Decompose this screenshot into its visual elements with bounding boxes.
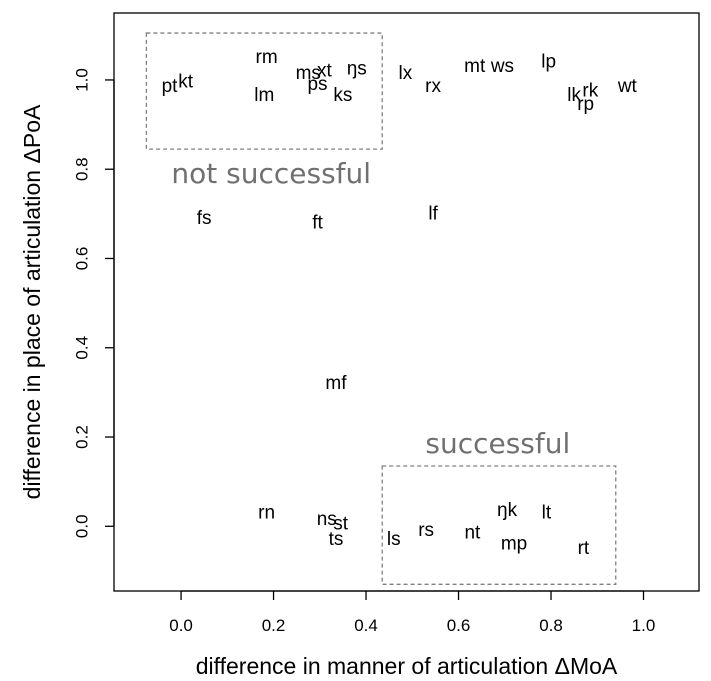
data-point-label: ft <box>312 212 323 233</box>
data-point-label: kt <box>178 72 194 93</box>
data-point-label: ns <box>317 509 337 530</box>
x-tick-label: 0.2 <box>262 616 286 635</box>
annotation-box <box>381 465 617 585</box>
data-point-label: mt <box>464 56 486 77</box>
data-point-label: lf <box>428 203 438 224</box>
data-point-label: pt <box>162 76 179 97</box>
x-tick-label: 0.8 <box>539 616 563 635</box>
annotation-box <box>145 32 383 150</box>
data-point-label: ŋk <box>497 500 518 521</box>
data-point-label: rm <box>256 47 278 68</box>
y-tick-label: 0.0 <box>73 514 92 538</box>
data-point-label: ps <box>307 74 327 95</box>
data-point-label: st <box>333 514 349 535</box>
data-point-label: mf <box>325 373 347 394</box>
data-point-label: ts <box>329 529 344 550</box>
data-point-label: rk <box>582 81 598 102</box>
annotation-label: successful <box>425 427 570 460</box>
annotation-label: not successful <box>171 157 371 190</box>
data-point-label: ls <box>387 529 401 550</box>
x-tick-label: 0.6 <box>447 616 471 635</box>
y-tick-label: 1.0 <box>73 68 92 92</box>
data-point-label: ms <box>296 63 321 84</box>
data-point-label: wt <box>617 76 638 97</box>
data-point-label: rt <box>578 538 590 559</box>
x-tick-label: 1.0 <box>632 616 656 635</box>
data-point-label: ks <box>333 85 352 106</box>
y-tick-label: 0.4 <box>73 336 92 360</box>
data-point-label: lm <box>254 85 274 106</box>
data-point-label: lp <box>541 52 556 73</box>
y-axis-title: difference in place of articulation ΔPoA <box>19 104 45 499</box>
x-tick-label: 0.4 <box>354 616 378 635</box>
data-point-label: rs <box>418 520 434 541</box>
data-point-label: nt <box>464 522 481 543</box>
data-point-label: ws <box>490 56 514 77</box>
y-tick-label: 0.6 <box>73 247 92 271</box>
y-tick-label: 0.8 <box>73 157 92 181</box>
data-point-label: ŋs <box>347 58 367 79</box>
x-axis-title: difference in manner of articulation ΔMo… <box>196 653 618 679</box>
x-tick-label: 0.0 <box>169 616 193 635</box>
y-axis: 0.0 0.2 0.4 0.6 0.8 1.0 <box>73 68 115 538</box>
data-point-label: fs <box>197 208 212 229</box>
data-point-label: rp <box>577 94 594 115</box>
data-point-label: xt <box>317 61 333 82</box>
data-point-label: lk <box>567 85 581 106</box>
data-point-label: rn <box>258 502 275 523</box>
y-tick-label: 0.2 <box>73 425 92 449</box>
data-point-label: lx <box>398 63 412 84</box>
plot-frame <box>113 12 700 592</box>
data-point-label: mp <box>501 534 527 555</box>
data-point-label: rx <box>425 76 441 97</box>
data-point-label: lt <box>542 502 552 523</box>
x-axis: 0.0 0.2 0.4 0.6 0.8 1.0 <box>169 590 656 635</box>
